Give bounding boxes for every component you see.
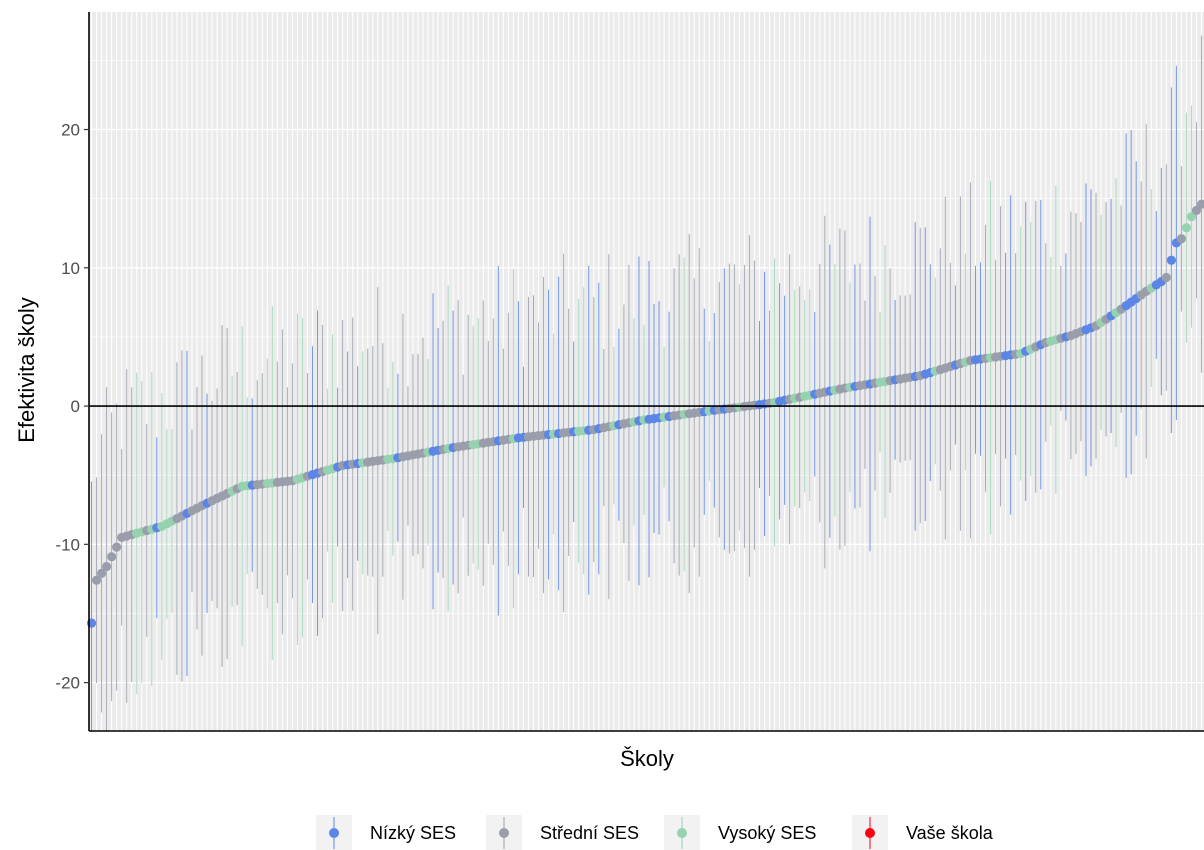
y-tick-label: -10: [55, 535, 80, 554]
data-point: [101, 561, 112, 572]
data-point: [1186, 212, 1197, 222]
legend-label: Vaše škola: [906, 823, 994, 843]
y-tick-label: -20: [55, 674, 80, 693]
data-layer: [86, 35, 1204, 731]
y-axis-title: Efektivita školy: [14, 297, 39, 443]
legend-key-point: [677, 828, 687, 838]
legend-label: Vysoký SES: [718, 823, 816, 843]
plot-panel: [89, 12, 1204, 731]
legend-label: Střední SES: [540, 823, 639, 843]
legend-key-point: [499, 828, 509, 838]
y-tick-label: 0: [71, 397, 80, 416]
data-point: [107, 552, 117, 562]
data-point: [1196, 199, 1204, 209]
panel-background: [89, 12, 1204, 731]
data-point: [112, 542, 122, 552]
axes: -20 -10 0 10 20: [55, 12, 1204, 732]
data-point: [1176, 234, 1186, 244]
y-tick-label: 20: [61, 121, 80, 140]
legend-key-point: [329, 828, 339, 838]
y-tick-label: 10: [61, 259, 80, 278]
data-point: [1191, 205, 1202, 216]
legend-label: Nízký SES: [370, 823, 456, 843]
data-point: [96, 568, 107, 578]
legend: Nízký SES Střední SES Vysoký SES Vaše škola: [316, 815, 994, 850]
data-point: [1161, 272, 1171, 283]
x-axis-title: Školy: [620, 746, 674, 771]
data-point: [1181, 223, 1192, 233]
data-point: [1166, 255, 1176, 265]
data-point: [91, 575, 102, 585]
legend-key-point: [865, 828, 875, 838]
